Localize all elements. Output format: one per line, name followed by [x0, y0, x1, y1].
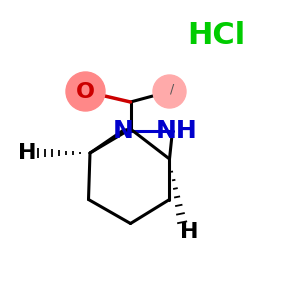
Text: /: /: [170, 82, 175, 95]
Text: H: H: [18, 143, 36, 163]
Text: N: N: [112, 118, 134, 142]
Circle shape: [153, 75, 186, 108]
Circle shape: [66, 72, 105, 111]
Text: O: O: [76, 82, 95, 101]
Text: NH: NH: [156, 118, 198, 142]
Text: HCl: HCl: [187, 22, 245, 50]
Text: H: H: [180, 223, 198, 242]
